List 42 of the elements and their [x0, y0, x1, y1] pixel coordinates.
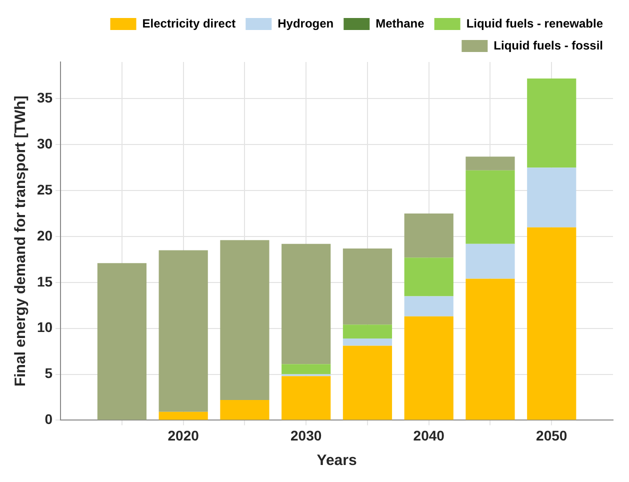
bar: [527, 168, 576, 228]
legend-label: Liquid fuels - fossil: [494, 38, 604, 52]
bar: [527, 78, 576, 168]
bar: [466, 170, 515, 244]
bar: [97, 263, 147, 420]
bar: [342, 324, 392, 338]
y-tick-label: 5: [44, 365, 53, 382]
bar: [466, 244, 515, 279]
bar: [466, 156, 515, 170]
y-tick-label: 35: [36, 90, 53, 106]
bar: [466, 278, 515, 420]
bar: [404, 214, 454, 258]
y-tick-label: 30: [36, 136, 53, 152]
y-tick-label: 10: [36, 319, 53, 336]
x-tick-label: 2020: [168, 427, 200, 444]
y-tick-label: 15: [36, 273, 53, 290]
x-axis-title: Years: [316, 452, 357, 470]
legend-label: Liquid fuels - renewable: [466, 16, 604, 30]
bar: [282, 376, 331, 420]
legend-label: Methane: [376, 16, 425, 30]
y-axis-title: Final energy demand for transport [TWh]: [12, 96, 30, 387]
x-tick-label: 2040: [413, 427, 445, 444]
bar: [158, 250, 208, 412]
bar: [404, 258, 454, 296]
y-tick-label: 25: [36, 181, 53, 198]
bar: [220, 400, 270, 420]
y-tick-label: 20: [36, 227, 53, 244]
bar: [220, 240, 270, 400]
bar: [404, 296, 454, 316]
legend-label: Electricity direct: [142, 16, 236, 30]
x-tick-label: 2030: [290, 427, 322, 444]
bar: [158, 412, 208, 420]
bar: [404, 316, 454, 420]
legend-label: Hydrogen: [278, 16, 334, 30]
bar: [342, 338, 392, 346]
x-tick-label: 2050: [536, 427, 568, 444]
bar: [282, 244, 331, 364]
bar: [527, 227, 576, 420]
bar: [282, 364, 331, 374]
bar: [342, 346, 392, 420]
bar: [342, 248, 392, 325]
y-tick-label: 0: [44, 411, 53, 428]
